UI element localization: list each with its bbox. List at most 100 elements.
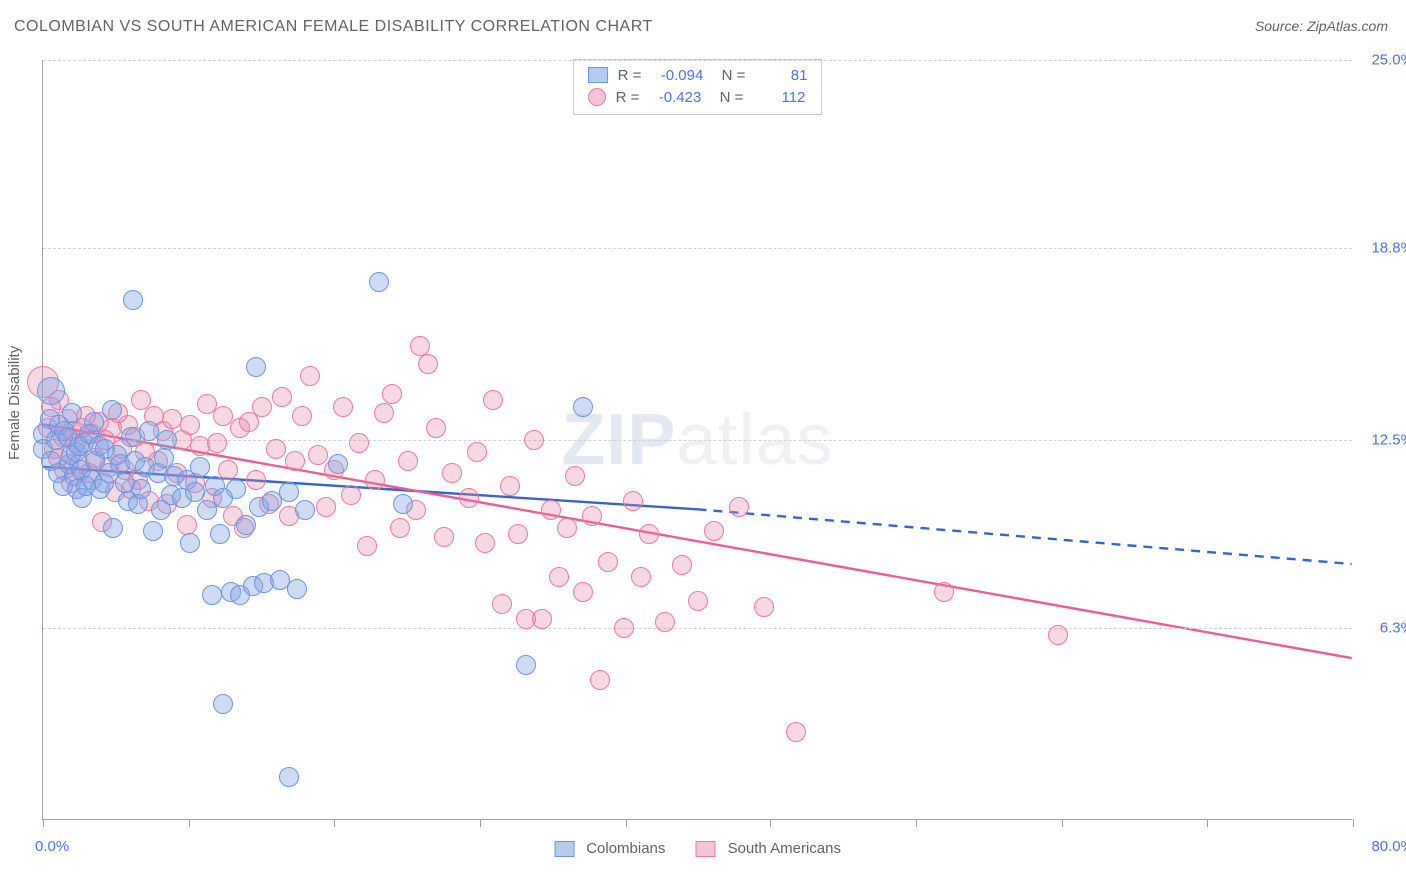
data-point-south_americans: [508, 524, 528, 544]
data-point-south_americans: [549, 567, 569, 587]
data-point-south_americans: [729, 497, 749, 517]
legend-row-colombians: R = -0.094 N = 81: [588, 64, 808, 86]
data-point-south_americans: [382, 384, 402, 404]
y-tick-label: 18.8%: [1371, 240, 1406, 257]
data-point-colombians: [573, 397, 593, 417]
data-point-colombians: [154, 448, 174, 468]
data-point-south_americans: [639, 524, 659, 544]
legend-n-label: N =: [711, 89, 743, 106]
data-point-colombians: [102, 400, 122, 420]
data-point-south_americans: [786, 722, 806, 742]
data-point-colombians: [246, 357, 266, 377]
data-point-south_americans: [180, 415, 200, 435]
data-point-south_americans: [177, 515, 197, 535]
gridline: [43, 248, 1352, 249]
data-point-south_americans: [390, 518, 410, 538]
data-point-south_americans: [266, 439, 286, 459]
data-point-colombians: [226, 479, 246, 499]
data-point-south_americans: [582, 506, 602, 526]
data-point-south_americans: [475, 533, 495, 553]
swatch-south-americans-icon: [695, 841, 715, 857]
data-point-colombians: [121, 427, 141, 447]
y-tick-label: 6.3%: [1380, 620, 1406, 637]
data-point-south_americans: [467, 442, 487, 462]
data-point-south_americans: [398, 451, 418, 471]
legend-item-south-americans: South Americans: [695, 840, 841, 857]
data-point-colombians: [369, 272, 389, 292]
swatch-colombians-icon: [554, 841, 574, 857]
data-point-colombians: [393, 494, 413, 514]
data-point-colombians: [185, 482, 205, 502]
legend-r-value: -0.094: [651, 67, 703, 84]
data-point-south_americans: [934, 582, 954, 602]
y-axis-label: Female Disability: [6, 346, 23, 460]
data-point-colombians: [190, 457, 210, 477]
gridline: [43, 60, 1352, 61]
data-point-south_americans: [672, 555, 692, 575]
scatter-plot: ZIPatlas R = -0.094 N = 81 R = -0.423 N …: [42, 60, 1352, 820]
data-point-colombians: [62, 403, 82, 423]
data-point-south_americans: [631, 567, 651, 587]
data-point-south_americans: [252, 397, 272, 417]
legend-row-south-americans: R = -0.423 N = 112: [588, 86, 808, 108]
data-point-south_americans: [426, 418, 446, 438]
data-point-colombians: [202, 585, 222, 605]
x-axis-max: 80.0%: [1371, 838, 1406, 855]
data-point-south_americans: [492, 594, 512, 614]
data-point-colombians: [84, 412, 104, 432]
data-point-south_americans: [688, 591, 708, 611]
data-point-colombians: [213, 694, 233, 714]
data-point-south_americans: [704, 521, 724, 541]
gridline: [43, 628, 1352, 629]
legend-n-label: N =: [713, 67, 745, 84]
data-point-south_americans: [162, 409, 182, 429]
data-point-south_americans: [316, 497, 336, 517]
data-point-colombians: [139, 421, 159, 441]
data-point-south_americans: [365, 470, 385, 490]
data-point-south_americans: [598, 552, 618, 572]
data-point-colombians: [37, 377, 65, 405]
correlation-legend: R = -0.094 N = 81 R = -0.423 N = 112: [573, 59, 823, 115]
data-point-south_americans: [442, 463, 462, 483]
swatch-south-americans-icon: [588, 88, 606, 106]
data-point-colombians: [516, 655, 536, 675]
data-point-south_americans: [418, 354, 438, 374]
data-point-south_americans: [357, 536, 377, 556]
data-point-south_americans: [1048, 625, 1068, 645]
x-tick: [1062, 819, 1063, 827]
data-point-colombians: [236, 515, 256, 535]
data-point-south_americans: [292, 406, 312, 426]
data-point-south_americans: [532, 609, 552, 629]
data-point-south_americans: [410, 336, 430, 356]
data-point-colombians: [131, 479, 151, 499]
data-point-south_americans: [483, 390, 503, 410]
data-point-south_americans: [300, 366, 320, 386]
x-tick: [770, 819, 771, 827]
data-point-south_americans: [623, 491, 643, 511]
source-credit: Source: ZipAtlas.com: [1255, 18, 1388, 34]
x-tick: [334, 819, 335, 827]
x-tick: [1353, 819, 1354, 827]
data-point-colombians: [287, 579, 307, 599]
swatch-colombians-icon: [588, 67, 608, 83]
data-point-south_americans: [459, 488, 479, 508]
data-point-south_americans: [590, 670, 610, 690]
legend-n-value: 81: [755, 67, 807, 84]
x-tick: [189, 819, 190, 827]
data-point-south_americans: [754, 597, 774, 617]
x-tick: [916, 819, 917, 827]
data-point-colombians: [210, 524, 230, 544]
x-tick: [626, 819, 627, 827]
data-point-south_americans: [565, 466, 585, 486]
data-point-south_americans: [349, 433, 369, 453]
data-point-south_americans: [573, 582, 593, 602]
x-tick: [43, 819, 44, 827]
gridline: [43, 440, 1352, 441]
data-point-south_americans: [272, 387, 292, 407]
data-point-south_americans: [557, 518, 577, 538]
data-point-south_americans: [500, 476, 520, 496]
x-tick: [1207, 819, 1208, 827]
chart-title: COLOMBIAN VS SOUTH AMERICAN FEMALE DISAB…: [14, 18, 653, 36]
y-tick-label: 25.0%: [1371, 52, 1406, 69]
y-tick-label: 12.5%: [1371, 432, 1406, 449]
